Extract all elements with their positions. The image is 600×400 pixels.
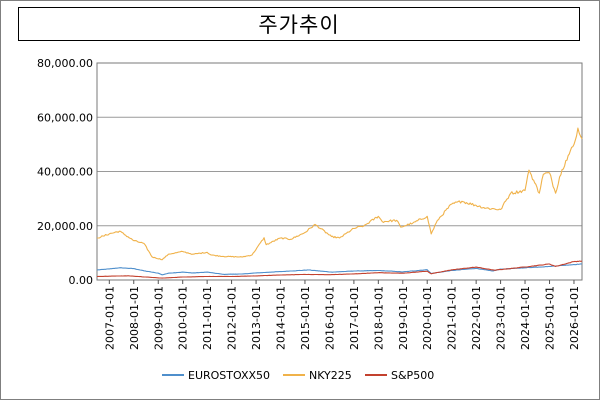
- x-tick-label: 2008-01-01: [128, 286, 141, 350]
- x-tick-label: 2010-01-01: [177, 286, 190, 350]
- y-tick-label: 0.00: [69, 274, 94, 287]
- y-tick-label: 60,000.00: [37, 111, 93, 124]
- x-tick-label: 2021-01-01: [446, 286, 459, 350]
- x-tick-label: 2011-01-01: [201, 286, 214, 350]
- x-tick-label: 2020-01-01: [421, 286, 434, 350]
- x-tick-label: 2017-01-01: [348, 286, 361, 350]
- series-line-sp500: [96, 260, 583, 279]
- series-line-nky225: [97, 127, 583, 261]
- x-tick-label: 2016-01-01: [323, 286, 336, 350]
- y-tick-label: 20,000.00: [37, 220, 93, 233]
- x-tick-label: 2019-01-01: [397, 286, 410, 350]
- plot-area-border: [96, 62, 583, 281]
- y-tick-label: 40,000.00: [37, 166, 93, 179]
- x-tick-label: 2026-01-01: [568, 286, 581, 350]
- y-tick-label: 80,000.00: [37, 57, 93, 70]
- x-tick-label: 2012-01-01: [226, 286, 239, 350]
- x-tick-label: 2024-01-01: [519, 286, 532, 350]
- x-tick-label: 2018-01-01: [372, 286, 385, 350]
- x-tick-label: 2013-01-01: [250, 286, 263, 350]
- series-line-eurostoxx50: [96, 263, 583, 276]
- x-tick-label: 2025-01-01: [544, 286, 557, 350]
- x-tick-label: 2009-01-01: [152, 286, 165, 350]
- x-tick-label: 2023-01-01: [495, 286, 508, 350]
- x-tick-label: 2022-01-01: [470, 286, 483, 350]
- x-tick-label: 2014-01-01: [275, 286, 288, 350]
- x-tick-label: 2015-01-01: [299, 286, 312, 350]
- legend-label: S&P500: [391, 369, 434, 382]
- chart-title: 주가추이: [18, 7, 580, 41]
- legend-label: EUROSTOXX50: [188, 369, 270, 382]
- legend-label: NKY225: [309, 369, 352, 382]
- x-tick-label: 2007-01-01: [103, 286, 116, 350]
